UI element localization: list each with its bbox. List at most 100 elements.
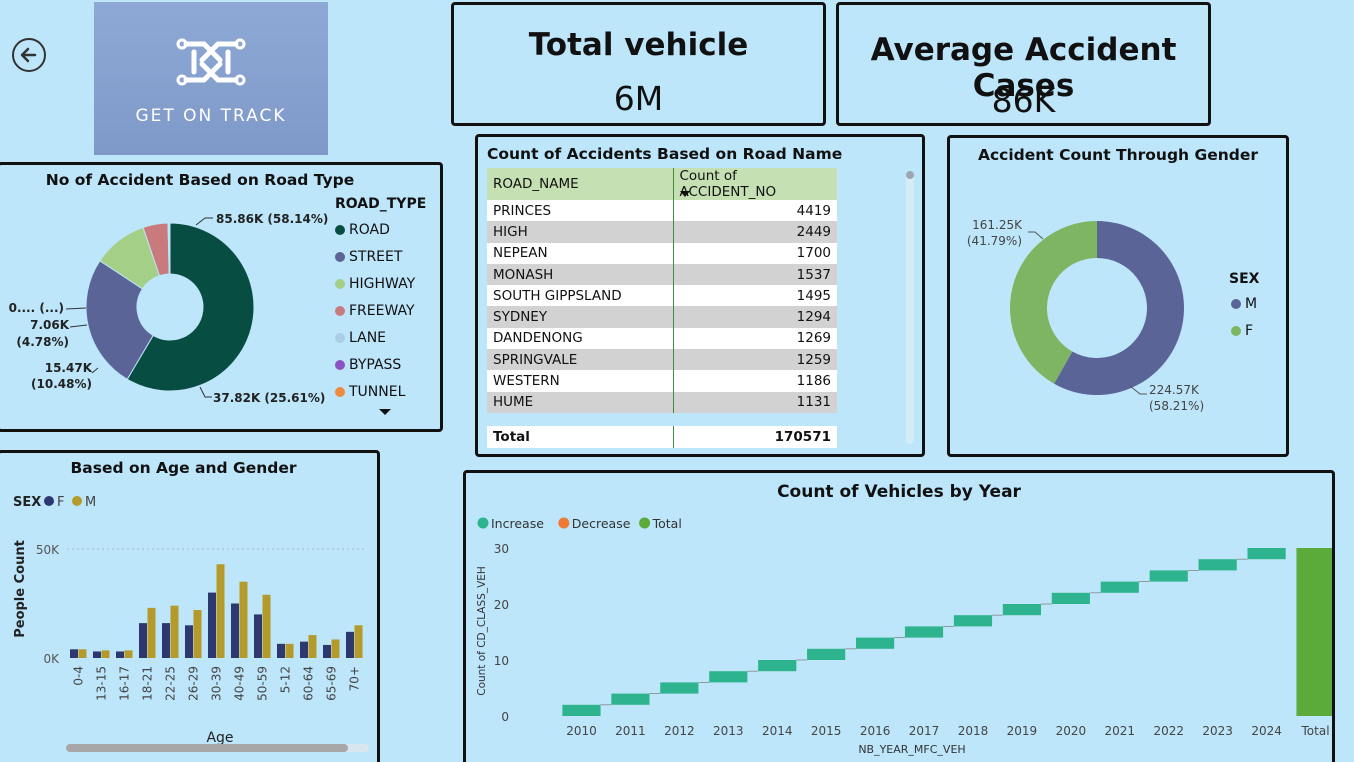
x-tick-label: 2016 xyxy=(860,724,891,738)
bar-f-0-4[interactable] xyxy=(70,649,78,658)
pie-slice-road[interactable] xyxy=(126,222,255,392)
bar-m-40-49[interactable] xyxy=(239,581,248,658)
x-tick-label: 16-17 xyxy=(118,666,132,701)
gender-panel: Accident Count Through Gender 161.25K (41… xyxy=(947,135,1289,457)
table-row[interactable]: PRINCES 4419 xyxy=(487,200,837,222)
bar-m-22-25[interactable] xyxy=(170,605,179,658)
bar-m-16-17[interactable] xyxy=(124,650,133,658)
legend-item-highway[interactable]: HIGHWAY xyxy=(335,276,415,292)
column-header-label: Count of ACCIDENT_NO xyxy=(679,168,777,200)
back-button[interactable] xyxy=(12,38,46,72)
bar-f-60-64[interactable] xyxy=(300,641,308,658)
bar-m-65-69[interactable] xyxy=(331,639,340,658)
waterfall-bar-2020[interactable] xyxy=(1051,592,1090,604)
table-row[interactable]: DANDENONG 1269 xyxy=(487,327,837,350)
legend-label: HIGHWAY xyxy=(349,276,416,292)
bar-f-5-12[interactable] xyxy=(277,643,285,658)
waterfall-bar-2021[interactable] xyxy=(1100,581,1139,593)
table-row[interactable]: WESTERN 1186 xyxy=(487,370,837,392)
column-header-road-name[interactable]: ROAD_NAME xyxy=(487,168,673,200)
legend-dot xyxy=(335,306,345,316)
waterfall-bar-2019[interactable] xyxy=(1002,604,1041,616)
bar-m-70+[interactable] xyxy=(354,625,363,658)
cell-count: 1294 xyxy=(672,306,837,328)
bar-f-22-25[interactable] xyxy=(162,623,170,658)
bar-m-5-12[interactable] xyxy=(285,643,294,658)
cell-count: 1131 xyxy=(672,391,837,413)
legend-label: TUNNEL xyxy=(349,384,406,400)
sort-desc-icon xyxy=(679,191,690,197)
waterfall-bar-2014[interactable] xyxy=(758,660,797,672)
vehicles-waterfall-chart: Increase Decrease Total 0 10 20 30 Count of CD_… xyxy=(476,516,1332,756)
legend-item-tunnel[interactable]: TUNNEL xyxy=(335,384,405,400)
table-row[interactable]: SOUTH GIPPSLAND 1495 xyxy=(487,285,837,307)
cell-road-name: HIGH xyxy=(487,221,673,243)
logo-text: GET ON TRACK xyxy=(135,106,287,126)
bar-f-70+[interactable] xyxy=(346,631,354,658)
bar-m-50-59[interactable] xyxy=(262,594,271,658)
legend-title: ROAD_TYPE xyxy=(335,196,427,212)
bar-f-13-15[interactable] xyxy=(93,651,101,658)
road-type-donut-chart: 85.86K (58.14%) 37.82K (25.61%) 15.47K (10.… xyxy=(9,212,329,405)
leader-line xyxy=(69,324,88,328)
legend-item-f[interactable]: F xyxy=(1231,323,1253,339)
bar-f-65-69[interactable] xyxy=(323,644,331,658)
horizontal-scrollbar[interactable] xyxy=(66,744,369,752)
waterfall-bar-2013[interactable] xyxy=(709,671,748,683)
legend-item-street[interactable]: STREET xyxy=(335,249,402,265)
legend-item-road[interactable]: ROAD xyxy=(335,222,390,238)
bar-f-50-59[interactable] xyxy=(254,614,262,658)
legend-item-freeway[interactable]: FREEWAY xyxy=(335,303,415,319)
legend-dot-m xyxy=(72,496,82,506)
column-header-count[interactable]: Count of ACCIDENT_NO xyxy=(672,168,837,200)
arrow-left-icon xyxy=(20,47,37,63)
waterfall-bar-2012[interactable] xyxy=(660,682,699,694)
bar-m-13-15[interactable] xyxy=(101,650,110,658)
waterfall-bar-2024[interactable] xyxy=(1247,548,1286,560)
table-row[interactable]: HIGH 2449 xyxy=(487,221,837,243)
waterfall-bar-2018[interactable] xyxy=(953,615,993,627)
legend-label: STREET xyxy=(349,249,403,265)
x-tick-label: 0-4 xyxy=(72,666,86,686)
data-label-f-pct: (41.79%) xyxy=(967,234,1022,248)
legend-item-bypass[interactable]: BYPASS xyxy=(335,357,401,373)
table-row[interactable]: SPRINGVALE 1259 xyxy=(487,349,837,371)
legend-label-m: M xyxy=(85,495,96,510)
cell-count: 1495 xyxy=(672,285,837,307)
waterfall-bar-2010[interactable] xyxy=(562,704,601,716)
table-row[interactable]: MONASH 1537 xyxy=(487,263,837,286)
bar-f-26-29[interactable] xyxy=(185,625,193,658)
waterfall-bar-2015[interactable] xyxy=(807,648,846,660)
table-scrollbar[interactable] xyxy=(906,171,914,444)
table-row[interactable]: NEPEAN 1700 xyxy=(487,242,837,264)
legend-more-icon[interactable] xyxy=(377,407,393,417)
x-axis-label: NB_YEAR_MFC_VEH xyxy=(858,743,965,756)
table-row[interactable]: HUME 1131 xyxy=(487,391,837,413)
legend-label: BYPASS xyxy=(349,357,402,373)
legend-item-m[interactable]: M xyxy=(1231,296,1257,312)
table-viewport[interactable]: ROAD_NAME Count of ACCIDENT_NO PRINCES 44… xyxy=(487,168,837,448)
bar-f-16-17[interactable] xyxy=(116,651,124,658)
y-tick-label: 0K xyxy=(43,652,60,666)
bar-m-30-39[interactable] xyxy=(216,564,225,658)
waterfall-bar-2017[interactable] xyxy=(904,626,944,638)
pie-slice-street[interactable] xyxy=(85,260,154,380)
bar-f-30-39[interactable] xyxy=(208,592,216,658)
bar-m-26-29[interactable] xyxy=(193,610,202,658)
waterfall-bar-2023[interactable] xyxy=(1198,559,1237,571)
table-row[interactable]: SYDNEY 1294 xyxy=(487,306,837,328)
legend-item-lane[interactable]: LANE xyxy=(335,330,386,346)
x-tick-label: 40-49 xyxy=(233,666,247,701)
pie-slice-m[interactable] xyxy=(1054,221,1184,396)
waterfall-bar-2011[interactable] xyxy=(611,693,650,705)
bar-f-18-21[interactable] xyxy=(139,623,147,658)
bar-f-40-49[interactable] xyxy=(231,603,239,659)
bar-m-60-64[interactable] xyxy=(308,635,317,658)
waterfall-bar-2016[interactable] xyxy=(856,637,895,649)
waterfall-bar-2022[interactable] xyxy=(1149,570,1188,582)
bar-m-18-21[interactable] xyxy=(147,607,156,658)
waterfall-bar-total[interactable] xyxy=(1296,548,1332,716)
bar-m-0-4[interactable] xyxy=(78,649,87,658)
pie-slice-f[interactable] xyxy=(1010,221,1097,384)
legend-dot-f xyxy=(44,496,54,506)
